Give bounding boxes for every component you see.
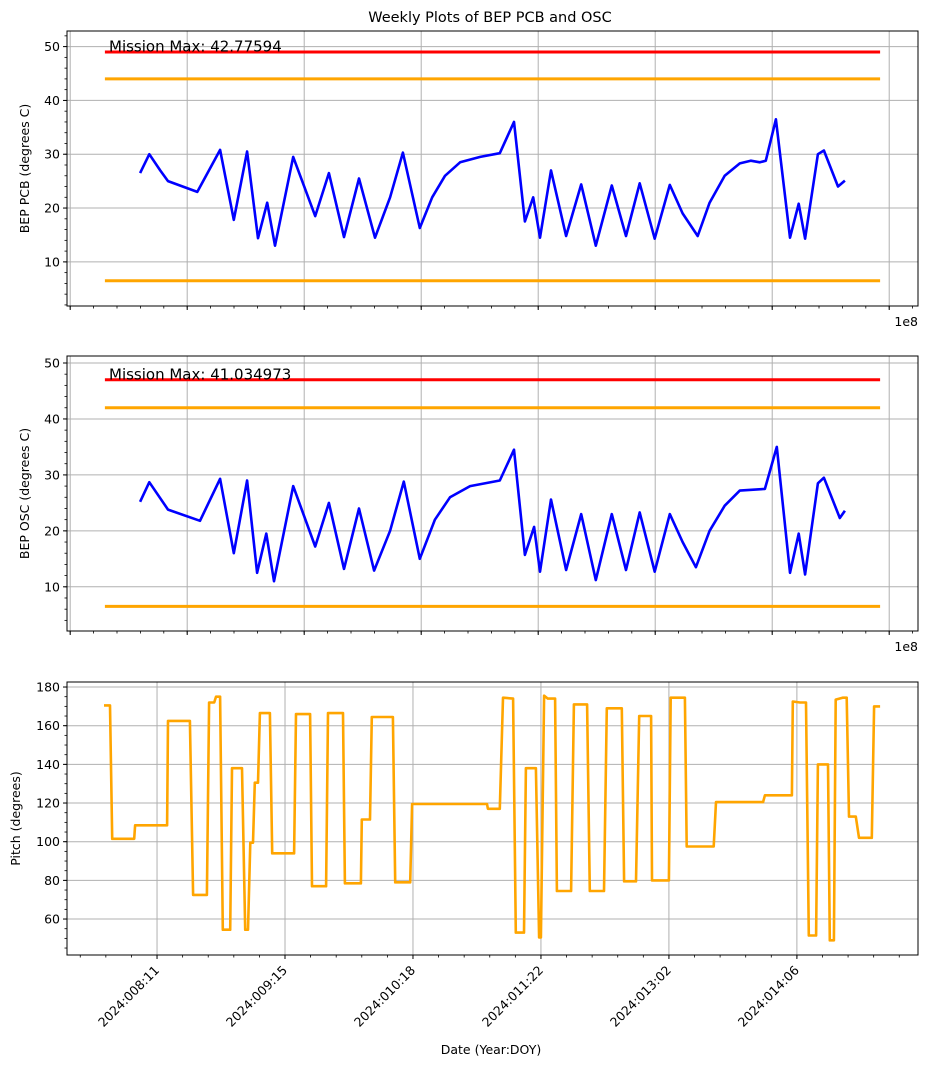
- x-tick-label: 2024:008:11: [95, 963, 162, 1030]
- y-tick-label: 30: [44, 467, 60, 482]
- y-tick-label: 20: [44, 523, 60, 538]
- axes-frame: [66, 681, 919, 956]
- y-tick-label: 50: [44, 39, 60, 54]
- y-tick-label: 140: [36, 757, 60, 772]
- y-tick-label: 180: [36, 680, 60, 695]
- pcb-temperature-plot: 10 20 30 40 50 BEP PCB (degrees C) 1e8 Mission …: [17, 30, 919, 329]
- x-axis-label: Date (Year:DOY): [441, 1042, 541, 1057]
- bep-pcb-line: [138, 118, 846, 247]
- y-axis-label: Pitch (degrees): [8, 771, 23, 865]
- mission-max-annotation: Mission Max: 41.034973: [109, 365, 291, 383]
- pitch-line: [104, 694, 881, 942]
- x-tick-label: 2024:011:22: [479, 963, 546, 1030]
- axes-frame: [66, 30, 919, 307]
- mission-max-annotation: Mission Max: 42.77594: [109, 37, 282, 55]
- x-tick-label: 2024:010:18: [351, 962, 418, 1029]
- axes-frame: [66, 355, 919, 632]
- y-tick-label: 80: [44, 873, 60, 888]
- x-tick-label: 2024:013:02: [607, 963, 674, 1030]
- chart-title: Weekly Plots of BEP PCB and OSC: [368, 10, 612, 26]
- bep-osc-line: [138, 445, 846, 583]
- y-axis-label: BEP OSC (degrees C): [17, 428, 32, 559]
- x-offset-text: 1e8: [894, 639, 918, 654]
- y-tick-label: 20: [44, 201, 60, 216]
- y-tick-label: 160: [36, 718, 60, 733]
- y-tick-label: 40: [44, 93, 60, 108]
- y-tick-label: 100: [36, 834, 60, 849]
- y-axis-label: BEP PCB (degrees C): [17, 104, 32, 234]
- y-tick-label: 10: [44, 579, 60, 594]
- y-tick-label: 30: [44, 147, 60, 162]
- osc-temperature-plot: 10 20 30 40 50 BEP OSC (degrees C) 1e8 Mission …: [17, 355, 919, 654]
- pitch-plot: 2024:008:11 2024:009:15 2024:010:18 2024:01…: [8, 680, 919, 1030]
- x-tick-label: 2024:014:06: [735, 962, 802, 1029]
- x-tick-label: 2024:009:15: [223, 963, 290, 1030]
- y-tick-label: 120: [36, 796, 60, 811]
- x-offset-text: 1e8: [894, 314, 918, 329]
- y-tick-label: 40: [44, 411, 60, 426]
- y-tick-label: 60: [44, 912, 60, 927]
- y-tick-label: 10: [44, 254, 60, 269]
- y-tick-label: 50: [44, 355, 60, 370]
